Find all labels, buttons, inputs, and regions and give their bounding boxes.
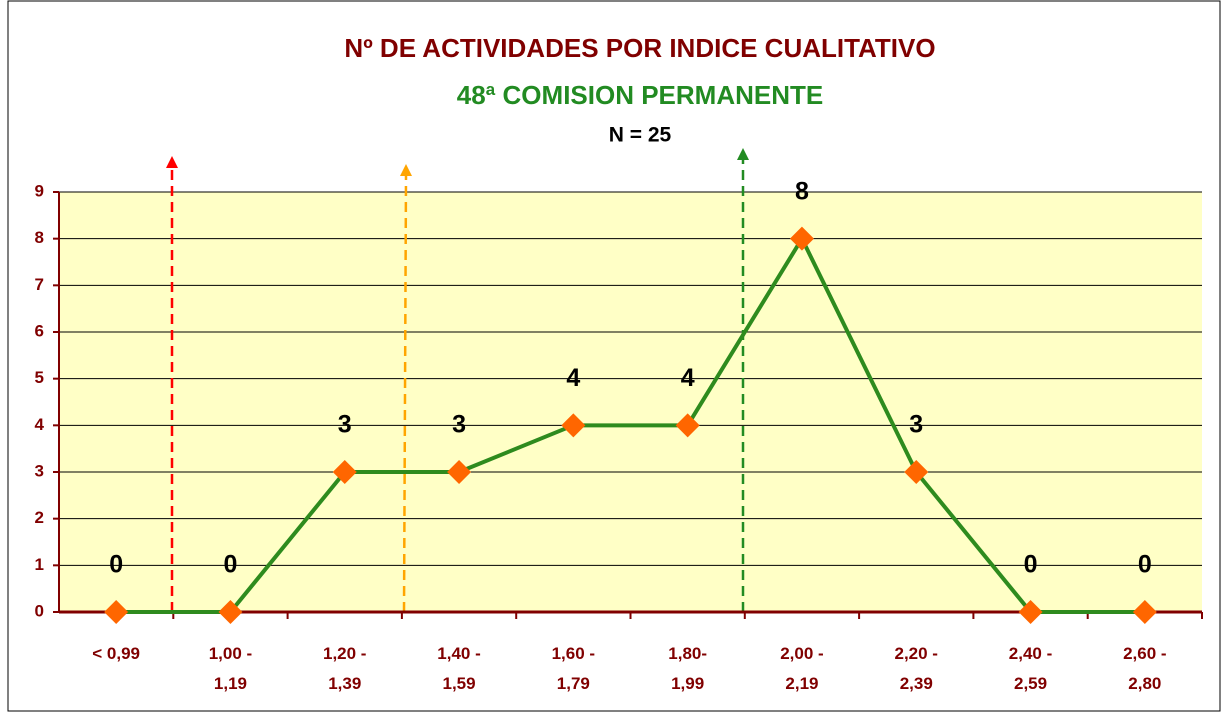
x-tick-label: 2,20 -2,39 xyxy=(895,644,938,693)
data-label: 0 xyxy=(1024,551,1038,579)
series-line xyxy=(116,236,1145,614)
x-tick-label: 1,00 -1,19 xyxy=(209,644,252,693)
x-tick-label: 2,00 -2,19 xyxy=(780,644,823,693)
y-tick-label: 6 xyxy=(35,321,44,340)
x-tick-label: 1,20 -1,39 xyxy=(323,644,366,693)
data-point xyxy=(904,460,929,484)
data-point xyxy=(447,460,472,484)
y-tick-label: 8 xyxy=(35,228,44,247)
plot-area xyxy=(59,192,1202,612)
data-point xyxy=(789,226,814,251)
y-tick-label: 4 xyxy=(35,415,45,434)
x-tick-label: 2,40 -2,59 xyxy=(1009,644,1052,693)
chart-subtitle: 48ª COMISION PERMANENTE xyxy=(457,80,823,110)
arrow-head xyxy=(737,148,749,160)
x-tick-label: 1,80-1,99 xyxy=(668,644,707,693)
data-point xyxy=(1018,600,1043,624)
data-label: 0 xyxy=(109,551,123,579)
threshold-line xyxy=(402,175,408,613)
x-tick-label: 1,60 -1,79 xyxy=(552,644,595,693)
y-tick-label: 2 xyxy=(35,508,44,527)
data-point xyxy=(104,600,129,624)
data-point xyxy=(675,413,700,438)
x-tick-label: 2,60 -2,80 xyxy=(1123,644,1166,693)
data-point xyxy=(561,413,586,438)
data-label: 8 xyxy=(795,177,809,205)
data-label: 3 xyxy=(452,411,466,439)
x-tick-label: < 0,99 xyxy=(92,644,140,663)
data-point xyxy=(218,600,243,624)
arrow-head xyxy=(166,156,178,168)
data-label: 4 xyxy=(566,364,580,392)
data-label: 0 xyxy=(1138,551,1152,579)
y-tick-label: 7 xyxy=(35,275,44,294)
y-tick-label: 5 xyxy=(35,368,44,387)
chart-title: Nº DE ACTIVIDADES POR INDICE CUALITATIVO xyxy=(344,33,935,63)
y-tick-label: 0 xyxy=(35,601,44,620)
data-label: 3 xyxy=(909,411,923,439)
data-label: 0 xyxy=(223,551,237,579)
annotation: N = 25 xyxy=(609,124,672,147)
data-point xyxy=(1132,600,1157,624)
data-point xyxy=(332,460,357,484)
y-tick-label: 1 xyxy=(35,555,44,574)
y-tick-label: 3 xyxy=(35,461,44,480)
data-label: 3 xyxy=(338,411,352,439)
data-label: 4 xyxy=(681,364,695,392)
y-tick-label: 9 xyxy=(35,181,44,200)
x-tick-label: 1,40 -1,59 xyxy=(437,644,480,693)
threshold-arrows xyxy=(166,148,749,613)
arrow-head xyxy=(400,164,412,176)
